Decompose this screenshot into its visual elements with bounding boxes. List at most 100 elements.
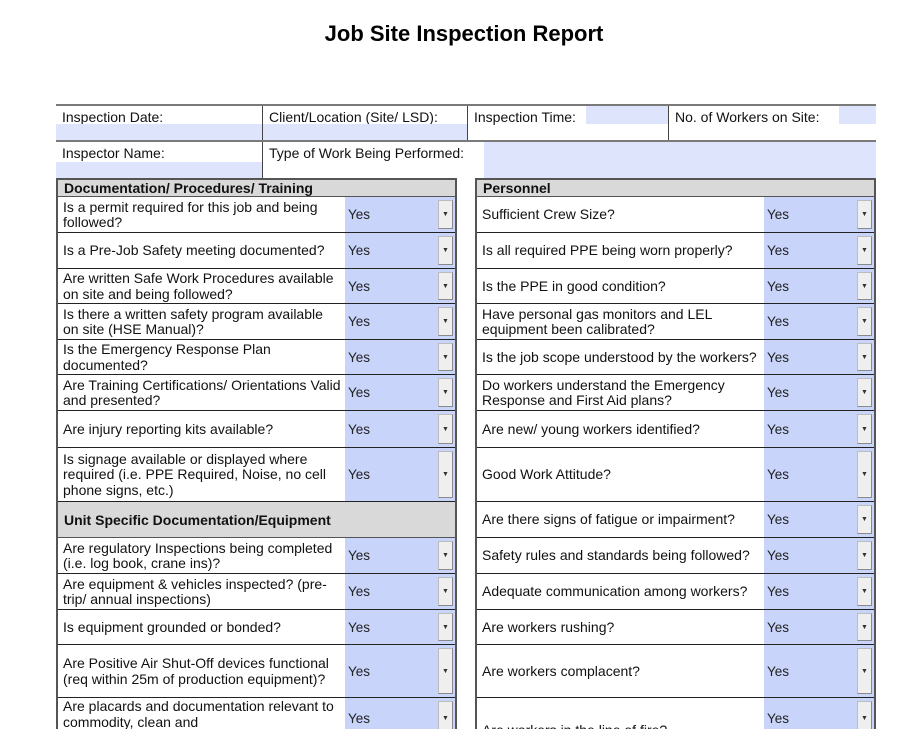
answer-dropdown[interactable]: Yes ▼ [764,645,874,697]
answer-dropdown[interactable]: Yes ▼ [345,411,455,447]
answer-dropdown[interactable]: Yes ▼ [345,698,455,729]
workers-on-site-field[interactable] [839,106,876,124]
answer-dropdown[interactable]: Yes ▼ [345,610,455,644]
dropdown-arrow-button[interactable]: ▼ [438,541,453,570]
chevron-down-icon: ▼ [442,667,449,675]
checklist-row: Are workers in the line of fire? Yes ▼ [477,698,874,729]
dropdown-arrow-button[interactable]: ▼ [438,414,453,444]
work-type-cell: Type of Work Being Performed: [263,142,876,180]
answer-dropdown[interactable]: Yes ▼ [345,538,455,573]
dropdown-value: Yes [348,385,371,400]
work-type-field[interactable] [484,142,876,178]
dropdown-arrow-button[interactable]: ▼ [438,451,453,498]
checklist-row: Is the job scope understood by the worke… [477,340,874,375]
dropdown-value: Yes [348,663,371,679]
dropdown-value: Yes [348,421,371,437]
dropdown-arrow-button[interactable]: ▼ [438,613,453,641]
dropdown-arrow-button[interactable]: ▼ [857,307,872,336]
inspection-time-field[interactable] [586,106,668,124]
answer-dropdown[interactable]: Yes ▼ [345,645,455,697]
checklist-row: Good Work Attitude? Yes ▼ [477,448,874,502]
dropdown-value: Yes [767,421,790,437]
chevron-down-icon: ▼ [861,282,868,290]
dropdown-arrow-button[interactable]: ▼ [857,378,872,407]
dropdown-arrow-button[interactable]: ▼ [438,272,453,300]
dropdown-arrow-button[interactable]: ▼ [857,343,872,371]
answer-dropdown[interactable]: Yes ▼ [764,233,874,268]
inspection-date-field[interactable] [56,124,262,140]
question-text: Is the job scope understood by the worke… [482,348,757,365]
dropdown-arrow-button[interactable]: ▼ [438,378,453,407]
answer-dropdown[interactable]: Yes ▼ [764,502,874,537]
checklist-row: Are there signs of fatigue or impairment… [477,502,874,538]
dropdown-value: Yes [767,710,790,726]
checklist-row: Are equipment & vehicles inspected? (pre… [58,574,455,610]
inspection-time-label: Inspection Time: [474,109,576,125]
answer-dropdown[interactable]: Yes ▼ [764,448,874,501]
answer-dropdown[interactable]: Yes ▼ [345,448,455,501]
dropdown-arrow-button[interactable]: ▼ [857,541,872,570]
right-checklist: Personnel Sufficient Crew Size? Yes ▼ Is … [475,178,876,729]
inspection-time-cell: Inspection Time: [468,106,668,140]
answer-dropdown[interactable]: Yes ▼ [345,340,455,374]
chevron-down-icon: ▼ [442,353,449,361]
answer-dropdown[interactable]: Yes ▼ [764,574,874,609]
dropdown-arrow-button[interactable]: ▼ [857,451,872,498]
answer-dropdown[interactable]: Yes ▼ [345,197,455,232]
dropdown-arrow-button[interactable]: ▼ [857,200,872,229]
inspector-name-field[interactable] [56,162,262,178]
dropdown-arrow-button[interactable]: ▼ [438,200,453,229]
answer-dropdown[interactable]: Yes ▼ [764,375,874,410]
dropdown-value: Yes [348,548,371,563]
dropdown-arrow-button[interactable]: ▼ [438,577,453,606]
answer-dropdown[interactable]: Yes ▼ [345,574,455,609]
question-text: Is the PPE in good condition? [482,277,666,294]
chevron-down-icon: ▼ [861,425,868,433]
dropdown-arrow-button[interactable]: ▼ [857,577,872,606]
answer-dropdown[interactable]: Yes ▼ [345,375,455,410]
dropdown-arrow-button[interactable]: ▼ [438,236,453,265]
dropdown-arrow-button[interactable]: ▼ [438,701,453,729]
answer-dropdown[interactable]: Yes ▼ [764,698,874,729]
answer-dropdown[interactable]: Yes ▼ [764,269,874,303]
dropdown-value: Yes [767,619,790,635]
dropdown-arrow-button[interactable]: ▼ [438,343,453,371]
dropdown-arrow-button[interactable]: ▼ [857,414,872,444]
dropdown-value: Yes [767,467,790,482]
answer-dropdown[interactable]: Yes ▼ [345,269,455,303]
answer-dropdown[interactable]: Yes ▼ [764,411,874,447]
dropdown-arrow-button[interactable]: ▼ [857,701,872,729]
dropdown-arrow-button[interactable]: ▼ [857,613,872,641]
question-text: Is all required PPE being worn properly? [482,242,733,259]
question-text: Are placards and documentation relevant … [63,698,334,729]
question-text: Is signage available or displayed where … [63,450,327,498]
answer-dropdown[interactable]: Yes ▼ [764,304,874,339]
chevron-down-icon: ▼ [861,211,868,218]
answer-dropdown[interactable]: Yes ▼ [764,340,874,374]
dropdown-value: Yes [767,243,790,258]
dropdown-arrow-button[interactable]: ▼ [857,648,872,694]
divider [262,106,263,140]
dropdown-arrow-button[interactable]: ▼ [857,272,872,300]
dropdown-arrow-button[interactable]: ▼ [857,236,872,265]
dropdown-value: Yes [767,207,790,222]
question-text: Sufficient Crew Size? [482,206,615,223]
client-location-field[interactable] [263,124,467,140]
work-type-label: Type of Work Being Performed: [269,145,465,161]
chevron-down-icon: ▼ [442,247,449,254]
question-text: Are injury reporting kits available? [63,420,274,437]
dropdown-arrow-button[interactable]: ▼ [438,648,453,694]
question-text: Have personal gas monitors and LEL equip… [482,305,712,337]
dropdown-value: Yes [348,314,371,329]
checklist-row: Are Training Certifications/ Orientation… [58,375,455,411]
answer-dropdown[interactable]: Yes ▼ [764,538,874,573]
chevron-down-icon: ▼ [442,552,449,559]
dropdown-arrow-button[interactable]: ▼ [438,307,453,336]
answer-dropdown[interactable]: Yes ▼ [345,233,455,268]
answer-dropdown[interactable]: Yes ▼ [764,610,874,644]
answer-dropdown[interactable]: Yes ▼ [764,197,874,232]
answer-dropdown[interactable]: Yes ▼ [345,304,455,339]
dropdown-arrow-button[interactable]: ▼ [857,505,872,534]
chevron-down-icon: ▼ [861,318,868,325]
inspector-name-label: Inspector Name: [62,145,165,161]
